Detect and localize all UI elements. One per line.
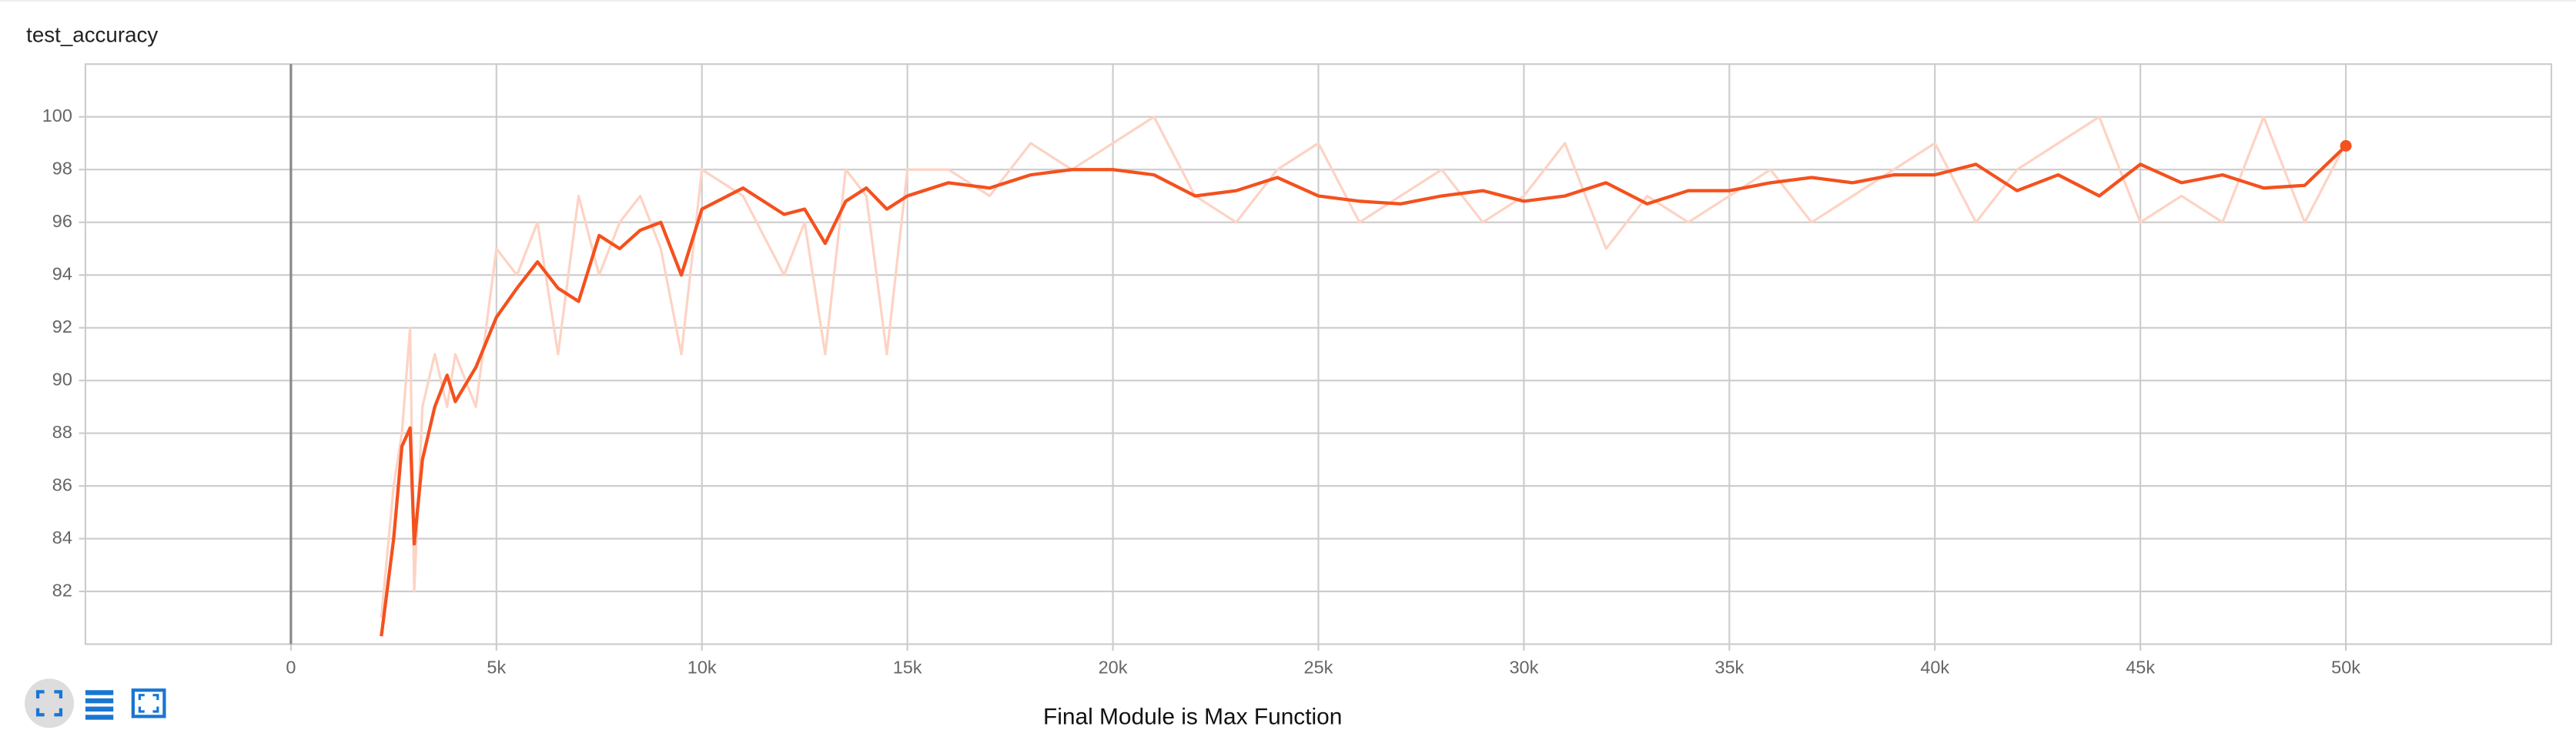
- y-tick-label: 82: [52, 580, 72, 600]
- x-tick-label: 25k: [1304, 658, 1333, 678]
- icon-frame: [131, 688, 166, 718]
- last-point: [2340, 139, 2352, 152]
- y-tick-label: 90: [52, 369, 72, 389]
- toolbar: [25, 678, 166, 728]
- y-tick-label: 98: [52, 158, 72, 178]
- fit-icon: [35, 690, 63, 717]
- x-tick-label: 40k: [1920, 658, 1949, 678]
- x-tick-label: 45k: [2126, 658, 2155, 678]
- chart-title: test_accuracy: [26, 22, 158, 46]
- chart-caption: Final Module is Max Function: [1043, 704, 1342, 729]
- raw-line: [380, 116, 2347, 618]
- y-tick-label: 92: [52, 316, 72, 336]
- icon-bar: [85, 706, 114, 712]
- icon-bar: [85, 698, 114, 704]
- plot-area: [380, 116, 2347, 637]
- y-tick-label: 84: [52, 527, 72, 547]
- fit-button[interactable]: [25, 678, 75, 728]
- x-tick-label: 10k: [687, 658, 717, 678]
- y-tick-label: 96: [52, 211, 72, 231]
- y-tick-label: 100: [42, 105, 72, 126]
- x-tick-label: 30k: [1509, 658, 1538, 678]
- smoothed-line: [380, 144, 2347, 637]
- zoom-button[interactable]: [131, 688, 166, 718]
- icon-bar: [85, 690, 114, 695]
- x-tick-label: 5k: [487, 658, 506, 678]
- grid: 82 84 86 88 90 92 94 96 98 100 0 5k 10k 15k 20k 25k 30k 3…: [42, 64, 2551, 678]
- icon-bar: [85, 715, 114, 720]
- y-tick-label: 94: [52, 263, 72, 283]
- y-tick-label: 88: [52, 422, 72, 442]
- x-tick-label: 15k: [893, 658, 922, 678]
- x-tick-label: 0: [286, 658, 296, 678]
- x-tick-label: 50k: [2331, 658, 2360, 678]
- x-tick-label: 35k: [1715, 658, 1744, 678]
- log-button[interactable]: [85, 690, 114, 720]
- y-tick-label: 86: [52, 474, 72, 494]
- x-tick-label: 20k: [1099, 658, 1128, 678]
- icon-corners: [138, 694, 159, 713]
